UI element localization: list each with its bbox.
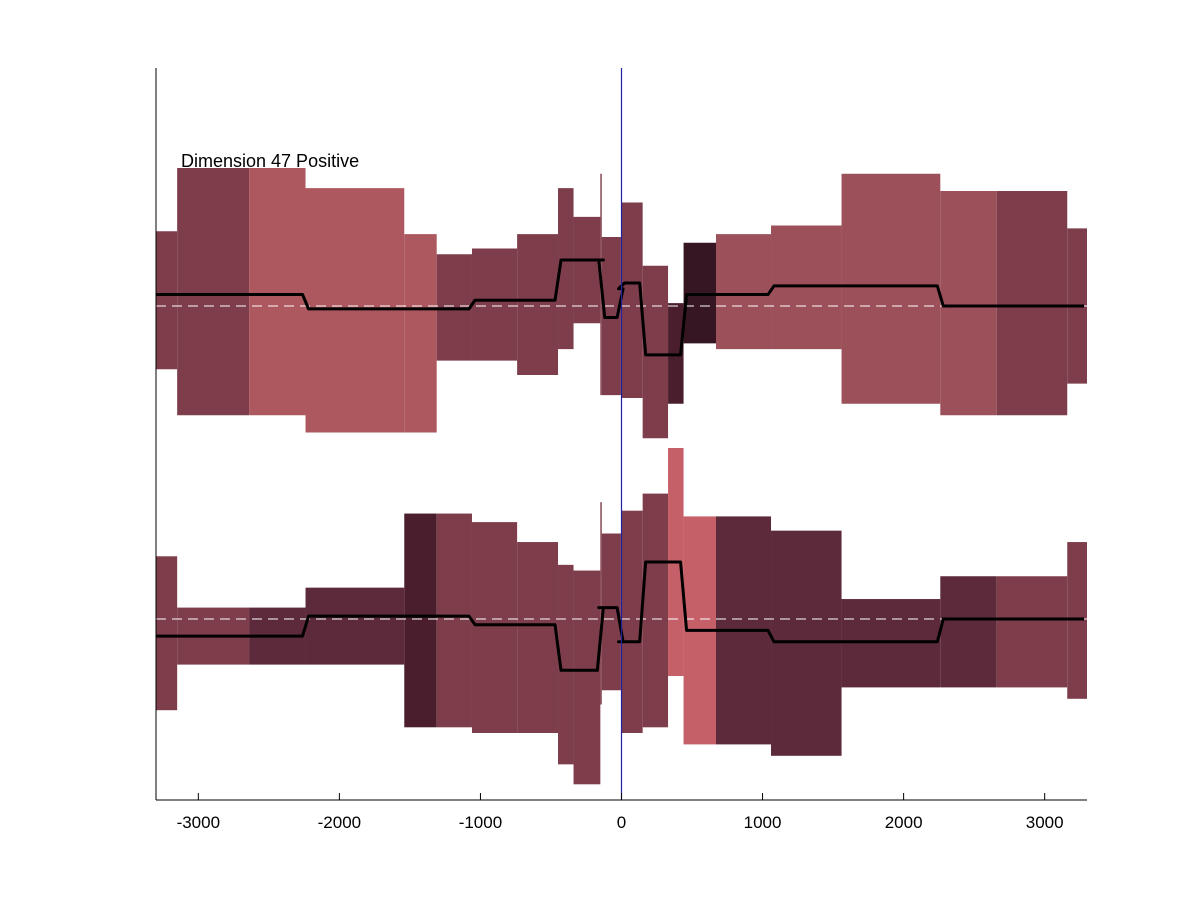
mean-line: [156, 258, 1084, 357]
band-segment: [940, 576, 997, 688]
band-segment: [249, 168, 306, 416]
band-segment: [620, 237, 622, 396]
band-segment: [841, 173, 941, 404]
band-segment: [996, 191, 1068, 416]
band-segment: [517, 234, 559, 375]
band-segment: [305, 587, 405, 665]
annotation-label: Dimension 47 Positive: [181, 151, 359, 171]
x-tick-label: 3000: [1026, 813, 1064, 832]
band-segment: [642, 493, 669, 728]
band-segment: [404, 234, 437, 433]
band-segment: [996, 576, 1068, 688]
band-segment: [621, 202, 643, 398]
band-segment: [600, 502, 602, 705]
x-tick-label: 2000: [885, 813, 923, 832]
band-segment: [601, 533, 621, 691]
band-segment: [156, 231, 178, 370]
band-segment: [573, 216, 601, 324]
x-tick-label: 0: [617, 813, 626, 832]
band-segment: [436, 513, 472, 728]
band-segment: [716, 234, 772, 350]
x-tick-label: -2000: [318, 813, 361, 832]
band-segment: [573, 570, 601, 785]
band-segment: [558, 188, 574, 350]
mean-line: [156, 560, 1084, 672]
x-tick-label: -1000: [459, 813, 502, 832]
plot-area: [156, 68, 1087, 800]
band-segment: [620, 533, 622, 691]
band-segment: [404, 513, 437, 728]
band-segment: [471, 522, 518, 733]
band-segment: [621, 510, 643, 733]
band-segment: [177, 168, 250, 416]
x-tick-label: 1000: [744, 813, 782, 832]
band-segment: [940, 191, 997, 416]
x-axis: -3000 -2000 -1000 0 1000 2000 3000: [155, 68, 1087, 832]
panel-2: [156, 448, 1087, 785]
panel-1: [156, 168, 1087, 439]
band-segment: [558, 564, 574, 765]
band-segment: [471, 248, 518, 361]
band-segment: [156, 556, 178, 711]
x-tick-label: -3000: [177, 813, 220, 832]
band-segment: [517, 542, 559, 733]
